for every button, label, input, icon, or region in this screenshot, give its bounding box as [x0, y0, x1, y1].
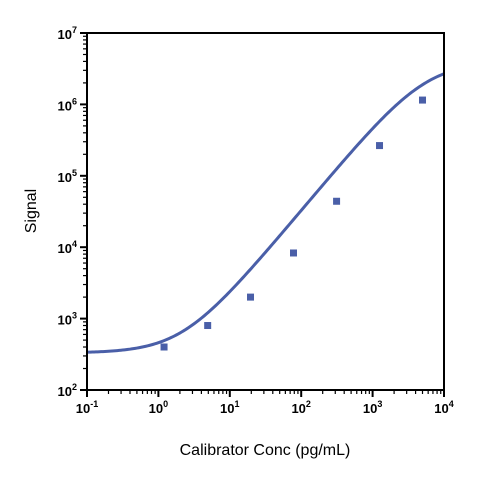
- x-tick-label: 101: [220, 399, 239, 416]
- x-tick-label: 102: [291, 399, 310, 416]
- x-tick-label: 103: [363, 399, 382, 416]
- y-axis-label: Signal: [23, 189, 40, 233]
- x-tick-label: 104: [434, 399, 453, 416]
- y-tick-label: 106: [58, 96, 77, 113]
- y-tick-label: 104: [58, 239, 77, 256]
- x-tick-label: 100: [149, 399, 168, 416]
- data-point: [290, 249, 297, 257]
- data-point: [160, 343, 168, 351]
- y-tick-label: 107: [58, 25, 77, 42]
- data-point: [204, 322, 212, 330]
- data-point: [376, 142, 384, 150]
- data-points: [160, 96, 427, 351]
- fit-curve: [86, 72, 445, 354]
- data-point: [333, 197, 341, 205]
- y-tick-label: 102: [58, 382, 77, 399]
- y-axis-ticks: 102 103 104 105 106 107: [58, 25, 87, 399]
- plot-frame: [86, 32, 445, 391]
- y-tick-label: 105: [58, 168, 77, 185]
- fit-curve-layer: [86, 72, 445, 354]
- data-point: [247, 293, 255, 301]
- x-axis-label: Calibrator Conc (pg/mL): [180, 442, 351, 459]
- data-point: [419, 96, 427, 104]
- y-tick-label: 103: [58, 311, 77, 328]
- x-tick-label: 10-1: [76, 399, 98, 416]
- x-axis-ticks: 10-1 100 101 102 103 104: [76, 390, 454, 416]
